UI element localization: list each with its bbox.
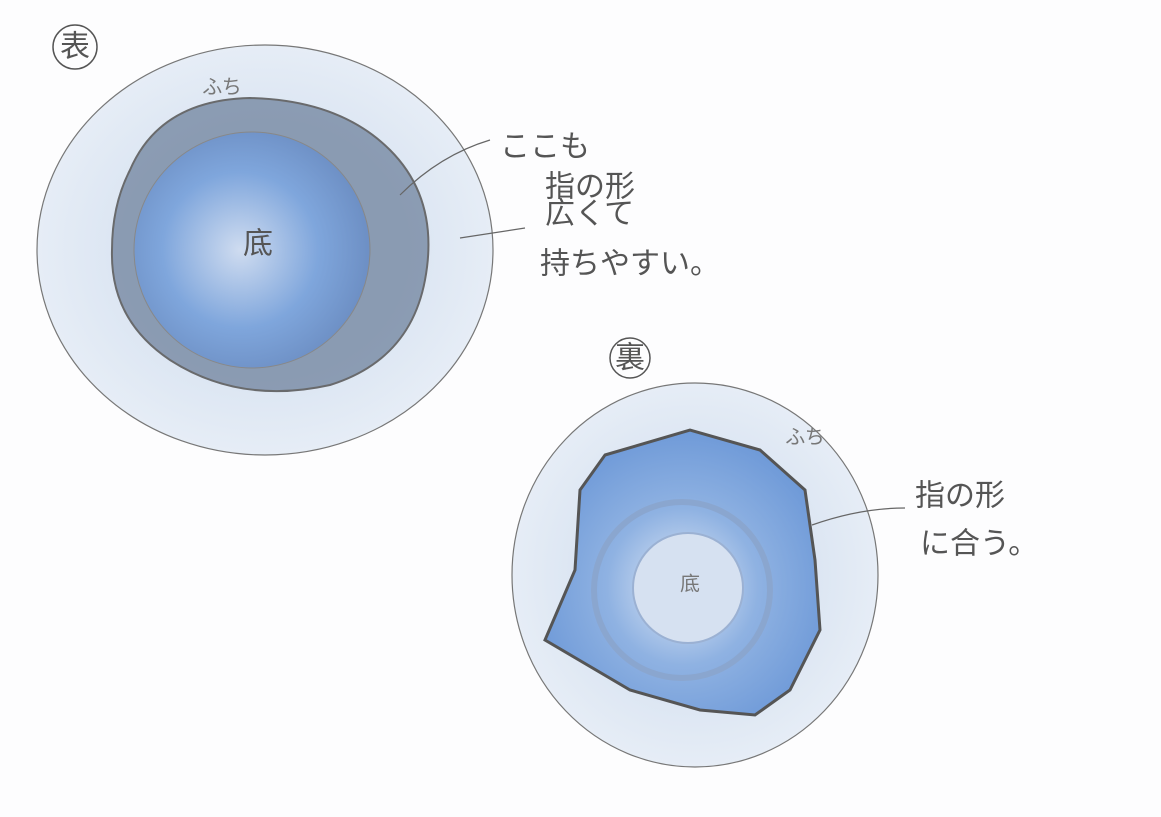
back-rim-label: ふち <box>785 425 824 449</box>
front-note-line: 指の形 <box>545 170 635 205</box>
back-bottom <box>632 532 744 644</box>
back-note-line: に合う。 <box>920 527 1038 562</box>
front-note-line: 持ちやすい。 <box>540 247 720 282</box>
leader-line <box>811 507 906 526</box>
front-marker: 表 <box>60 30 90 65</box>
leader-line <box>459 227 526 239</box>
front-dish: 表 ふち 底 ここも 指の形 広くて 持ちやすい。 <box>36 24 720 456</box>
front-note-line: 広くて <box>545 197 634 232</box>
back-note-line: 指の形 <box>915 479 1005 514</box>
back-marker-circle <box>609 337 651 379</box>
front-center-label: 底 <box>243 227 273 262</box>
back-foot-ring <box>591 499 773 681</box>
front-rim-label: ふち <box>202 75 241 99</box>
leader-line <box>399 139 491 196</box>
back-center-label: 底 <box>680 572 700 596</box>
back-dish: 裏 ふち 底 指の形 に合う。 <box>511 337 1038 768</box>
back-marker: 裏 <box>615 341 645 376</box>
front-marker-circle <box>52 24 98 70</box>
front-note-line: ここも <box>500 130 590 165</box>
front-bottom <box>133 131 371 369</box>
